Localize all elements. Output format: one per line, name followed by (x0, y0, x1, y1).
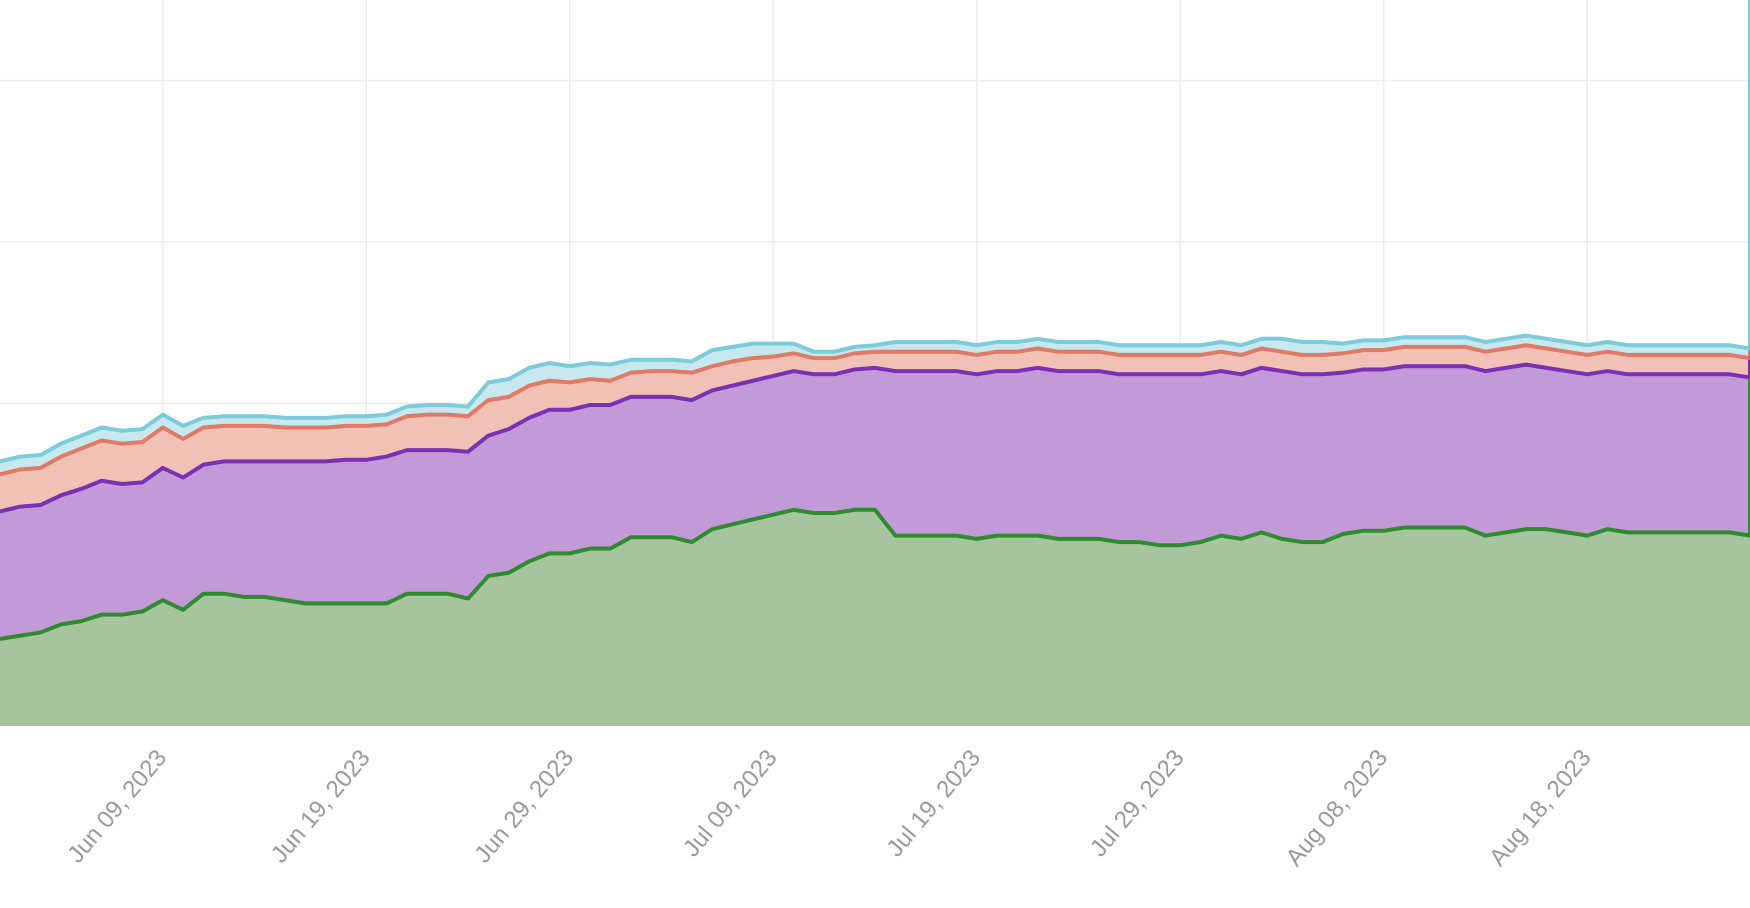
x-tick-label-7: Aug 18, 2023 (1484, 745, 1596, 872)
series-lines (0, 0, 1750, 641)
series-line-3 (0, 0, 1750, 464)
grid (0, 0, 1750, 726)
x-tick-label-1: Jun 19, 2023 (266, 745, 376, 869)
series-areas (0, 0, 1750, 726)
x-axis-ticks: Jun 09, 2023 Jun 19, 2023 Jun 29, 2023 Jul … (62, 745, 1596, 872)
x-tick-label-0: Jun 09, 2023 (62, 745, 172, 869)
x-tick-label-4: Jul 19, 2023 (881, 745, 986, 863)
series-area-2 (0, 8, 1750, 512)
series-line-2 (0, 6, 1750, 477)
series-area-0 (0, 242, 1750, 726)
series-area-3 (0, 0, 1750, 475)
x-tick-label-3: Jul 09, 2023 (678, 745, 783, 863)
series-line-1 (0, 54, 1750, 514)
series-area-1 (0, 56, 1750, 639)
x-tick-label-5: Jul 29, 2023 (1085, 745, 1190, 863)
x-tick-label-6: Aug 08, 2023 (1281, 745, 1393, 872)
series-line-0 (0, 240, 1750, 641)
x-tick-label-2: Jun 29, 2023 (469, 745, 579, 869)
